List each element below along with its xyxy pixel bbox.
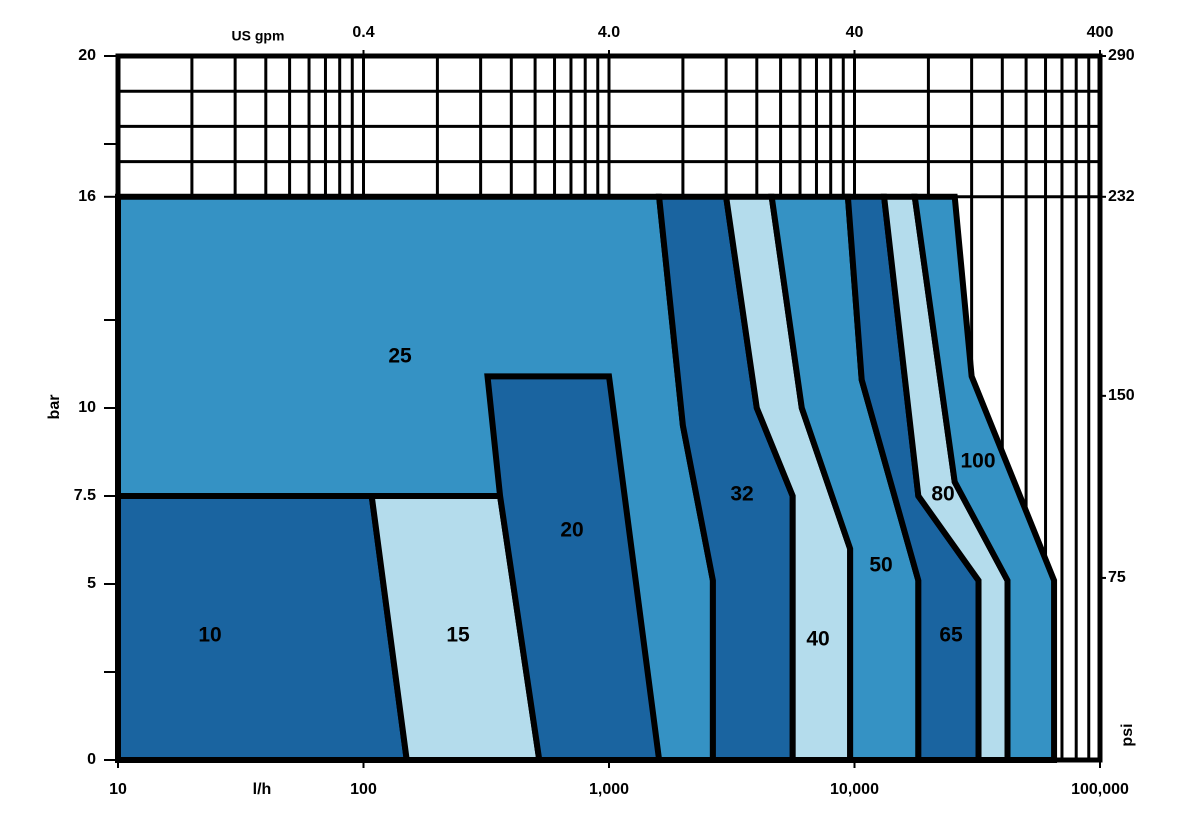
y-tick-label: 10 xyxy=(78,399,96,416)
x2-tick-label: 0.4 xyxy=(352,24,374,41)
y-tick-label: 0 xyxy=(87,751,96,768)
region-label: 32 xyxy=(730,483,753,506)
region xyxy=(115,493,411,763)
region-label: 80 xyxy=(931,483,954,506)
region-label: 50 xyxy=(869,554,892,577)
x-axis-label: l/h xyxy=(253,781,272,798)
y-tick-label: 5 xyxy=(87,575,96,592)
region-label: 10 xyxy=(198,624,221,647)
y2-tick-label: 150 xyxy=(1108,387,1135,404)
x2-tick-label: 4.0 xyxy=(598,24,620,41)
region-label: 20 xyxy=(560,519,583,542)
x-tick-label: 1,000 xyxy=(589,781,629,798)
x-tick-label: 10 xyxy=(109,781,127,798)
region-label: 100 xyxy=(960,450,995,473)
y-tick-label: 16 xyxy=(78,188,96,205)
y2-tick-label: 232 xyxy=(1108,188,1135,205)
x2-axis-label: US gpm xyxy=(232,28,285,44)
x-tick-label: 10,000 xyxy=(830,781,879,798)
y-tick-label: 7.5 xyxy=(74,487,96,504)
x-tick-label: 100,000 xyxy=(1071,781,1129,798)
y2-axis-label: psi xyxy=(1119,723,1136,746)
y-tick-label: 20 xyxy=(78,47,96,64)
y-axis-label: bar xyxy=(46,395,63,420)
x-tick-label: 100 xyxy=(350,781,377,798)
region-label: 65 xyxy=(939,624,963,647)
y2-tick-label: 290 xyxy=(1108,47,1135,64)
x2-tick-label: 40 xyxy=(846,24,864,41)
x2-tick-label: 400 xyxy=(1087,24,1114,41)
region-label: 40 xyxy=(806,628,829,651)
region-label: 25 xyxy=(388,345,412,368)
y2-tick-label: 75 xyxy=(1108,569,1126,586)
region-label: 15 xyxy=(446,624,470,647)
